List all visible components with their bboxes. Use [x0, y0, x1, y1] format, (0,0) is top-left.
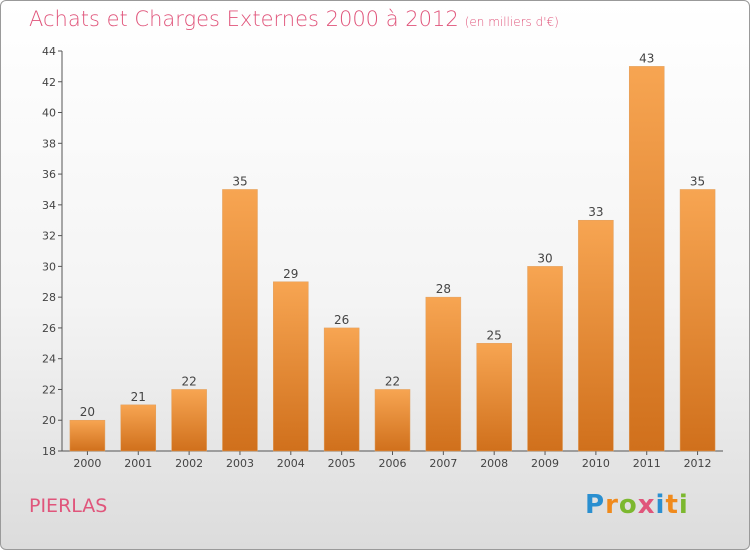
y-tick-label: 18	[42, 445, 56, 458]
y-tick-label: 26	[42, 322, 56, 335]
bar-2009	[527, 266, 563, 452]
chart-title: Achats et Charges Externes 2000 à 2012 (e…	[29, 7, 559, 31]
logo-letter: r	[605, 490, 619, 520]
proxiti-logo: Proxiti	[585, 490, 689, 520]
axes: 18 20 22 24 26 28 30 32 34 36 38 40 42 44 2000 2001 2002…	[42, 45, 723, 470]
x-tick-label: 2004	[277, 457, 305, 470]
value-label: 28	[436, 282, 451, 296]
bar-2012	[679, 189, 716, 452]
value-label: 21	[131, 390, 146, 404]
logo-letter: P	[585, 490, 606, 520]
y-tick-label: 42	[42, 76, 56, 89]
value-label: 20	[80, 405, 95, 419]
bar-2007	[425, 296, 462, 452]
y-tick-label: 36	[42, 168, 56, 181]
bar-2008	[476, 343, 512, 452]
x-tick-label: 2009	[531, 457, 559, 470]
y-tick-label: 40	[42, 107, 56, 120]
x-tick-label: 2011	[633, 457, 661, 470]
unit-label: (en milliers d'€)	[464, 15, 559, 29]
value-label: 22	[385, 374, 400, 388]
x-tick-label: 2000	[73, 457, 101, 470]
x-tick-label: 2001	[124, 457, 152, 470]
logo-letter: x	[637, 490, 656, 520]
x-tick-label: 2008	[480, 457, 508, 470]
value-label: 30	[537, 251, 552, 265]
x-tick-label: 2005	[328, 457, 356, 470]
bar-2004	[273, 281, 309, 452]
value-label: 25	[487, 328, 502, 342]
value-label: 35	[232, 174, 247, 188]
y-tick-label: 28	[42, 291, 56, 304]
bar-2006	[374, 389, 411, 452]
value-label: 22	[181, 374, 196, 388]
y-tick-label: 22	[42, 383, 56, 396]
x-tick-label: 2007	[429, 457, 457, 470]
logo-letter: o	[618, 490, 638, 520]
logo-letter: t	[665, 490, 679, 520]
y-tick-label: 24	[42, 353, 56, 366]
y-tick-label: 20	[42, 414, 56, 427]
logo-letter: i	[655, 490, 666, 520]
x-tick-label: 2002	[175, 457, 203, 470]
title-text: Achats et Charges Externes 2000 à 2012	[29, 7, 459, 31]
value-label: 29	[283, 267, 298, 281]
y-tick-label: 32	[42, 230, 56, 243]
bar-2011	[628, 66, 665, 452]
bar-2010	[578, 219, 614, 452]
bar-2005	[323, 327, 360, 452]
y-tick-label: 30	[42, 260, 56, 273]
x-tick-label: 2010	[582, 457, 610, 470]
x-tick-label: 2006	[379, 457, 407, 470]
bar-2001	[120, 404, 157, 452]
value-label: 33	[588, 205, 603, 219]
commune-name: PIERLAS	[29, 495, 108, 517]
value-label: 26	[334, 313, 349, 327]
value-label: 43	[639, 51, 654, 65]
value-label: 35	[690, 174, 705, 188]
x-tick-label: 2012	[684, 457, 712, 470]
bar-2003	[222, 189, 258, 452]
x-tick-label: 2003	[226, 457, 254, 470]
logo-letter: i	[678, 490, 689, 520]
bars: 20 21 22 35 29 26 22 28 25 30 33 43 35	[69, 51, 716, 452]
y-tick-label: 34	[42, 199, 56, 212]
bar-2002	[171, 389, 207, 452]
y-tick-label: 38	[42, 137, 56, 150]
bar-2000	[69, 419, 106, 452]
y-tick-label: 44	[42, 45, 56, 58]
